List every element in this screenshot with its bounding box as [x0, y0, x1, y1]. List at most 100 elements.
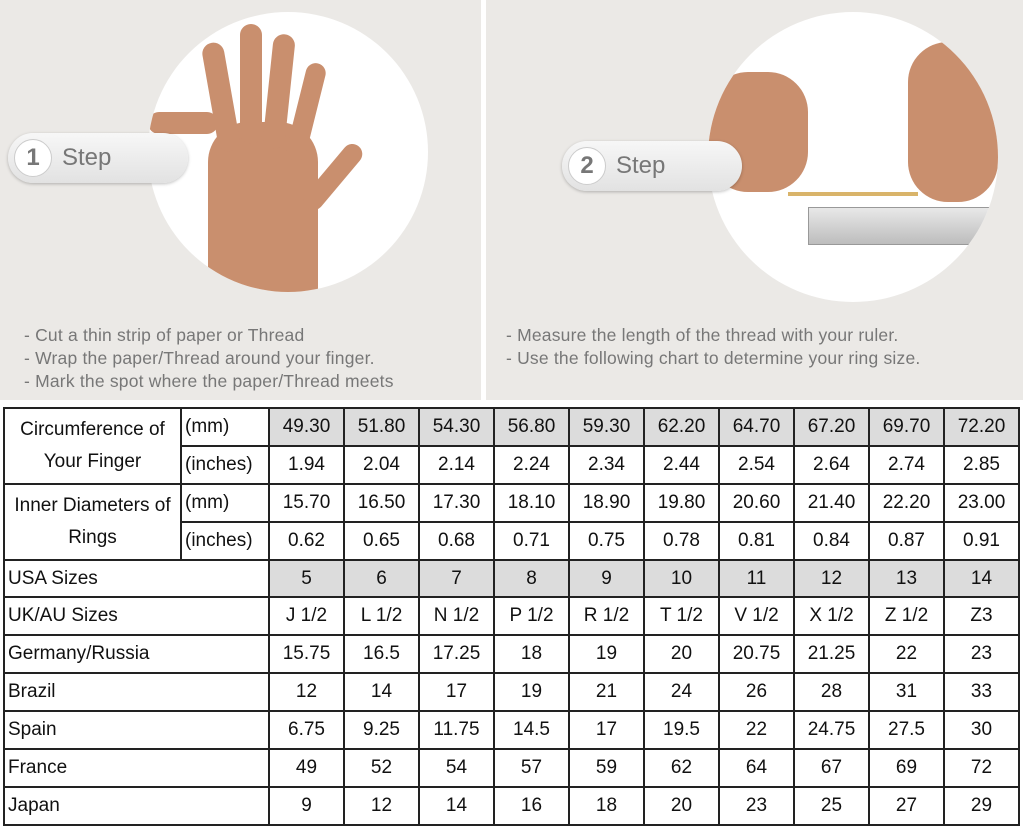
size-cell: 0.81: [718, 520, 795, 561]
unit-inches: (inches): [180, 520, 270, 561]
size-cell: 22: [718, 710, 795, 751]
size-cell: 26: [718, 672, 795, 713]
size-cell: 0.84: [793, 520, 870, 561]
instruction: - Use the following chart to determine y…: [506, 348, 921, 368]
size-cell: 49.30: [268, 407, 345, 447]
size-cell: 30: [943, 710, 1020, 751]
size-cell: 16.50: [343, 482, 420, 523]
size-cell: 13: [868, 558, 945, 599]
size-cell: 0.71: [493, 520, 570, 561]
size-row: France 49 52 54 57 59 62 64 67 69 72: [3, 748, 1020, 788]
size-cell: 16: [493, 785, 570, 826]
size-cell: 67: [793, 748, 870, 788]
size-cell: 29: [943, 785, 1020, 826]
unit-inches: (inches): [180, 444, 270, 485]
size-cell: 9.25: [343, 710, 420, 751]
circumference-label: Circumference of Your Finger: [3, 407, 182, 485]
size-cell: 31: [868, 672, 945, 713]
size-cell: 18.10: [493, 482, 570, 523]
size-cell: T 1/2: [643, 596, 720, 637]
unit-mm: (mm): [180, 482, 270, 523]
size-cell: 9: [568, 558, 645, 599]
size-cell: L 1/2: [343, 596, 420, 637]
size-cell: 20.75: [718, 634, 795, 675]
unit-mm: (mm): [180, 407, 270, 447]
size-cell: 0.65: [343, 520, 420, 561]
size-cell: 62.20: [643, 407, 720, 447]
size-row: Germany/Russia 15.75 16.5 17.25 18 19 20 20.75 2…: [3, 634, 1020, 675]
size-cell: 2.14: [418, 444, 495, 485]
size-cell: 2.74: [868, 444, 945, 485]
size-cell: 54: [418, 748, 495, 788]
size-cell: 6.75: [268, 710, 345, 751]
size-cell: 69: [868, 748, 945, 788]
size-cell: 23: [943, 634, 1020, 675]
country-label: Brazil: [3, 672, 270, 713]
size-cell: 1.94: [268, 444, 345, 485]
country-label: Japan: [3, 785, 270, 826]
size-cell: 15.70: [268, 482, 345, 523]
circumference-row-mm: Circumference of Your Finger (mm) 49.30 51.…: [3, 407, 1020, 485]
size-cell: 21.40: [793, 482, 870, 523]
hand-measuring-photo: [148, 12, 428, 292]
size-cell: 67.20: [793, 407, 870, 447]
size-cell: 14: [418, 785, 495, 826]
size-cell: 16.5: [343, 634, 420, 675]
size-cell: 22: [868, 634, 945, 675]
size-cell: 51.80: [343, 407, 420, 447]
size-cell: 0.78: [643, 520, 720, 561]
step2-number: 2: [568, 147, 606, 185]
size-cell: 69.70: [868, 407, 945, 447]
size-cell: 56.80: [493, 407, 570, 447]
size-cell: N 1/2: [418, 596, 495, 637]
size-cell: 54.30: [418, 407, 495, 447]
size-cell: 17.30: [418, 482, 495, 523]
circumference-row-inches: (inches) 1.94 2.04 2.14 2.24 2.34 2.44 2.54 2.64…: [4, 444, 1020, 485]
size-cell: 27.5: [868, 710, 945, 751]
size-cell: 20: [643, 785, 720, 826]
size-cell: 18: [568, 785, 645, 826]
size-cell: 2.24: [493, 444, 570, 485]
inner-diameter-row-inches: (inches) 0.62 0.65 0.68 0.71 0.75 0.78 0.81 0.84…: [4, 520, 1020, 561]
country-label: Spain: [3, 710, 270, 751]
size-row: UK/AU Sizes J 1/2 L 1/2 N 1/2 P 1/2 R 1/2 T 1/…: [3, 596, 1020, 637]
size-cell: Z 1/2: [868, 596, 945, 637]
ruler-measuring-photo: [708, 12, 998, 302]
instruction: - Cut a thin strip of paper or Thread: [24, 325, 305, 345]
size-row: USA Sizes 5 6 7 8 9 10 11 12 13 14: [3, 558, 1020, 599]
size-cell: 64.70: [718, 407, 795, 447]
size-cell: 11: [718, 558, 795, 599]
country-label: Germany/Russia: [3, 634, 270, 675]
size-cell: 19.5: [643, 710, 720, 751]
size-cell: 2.04: [343, 444, 420, 485]
size-cell: 18: [493, 634, 570, 675]
size-cell: 14: [943, 558, 1020, 599]
step2-badge: 2 Step: [562, 141, 742, 191]
size-cell: 2.34: [568, 444, 645, 485]
size-cell: 17.25: [418, 634, 495, 675]
step1-instructions: - Cut a thin strip of paper or Thread - …: [24, 324, 394, 393]
instruction: - Mark the spot where the paper/Thread m…: [24, 371, 394, 391]
size-cell: 12: [268, 672, 345, 713]
size-cell: 0.91: [943, 520, 1020, 561]
size-cell: 2.85: [943, 444, 1020, 485]
size-cell: R 1/2: [568, 596, 645, 637]
size-cell: 72.20: [943, 407, 1020, 447]
country-label: France: [3, 748, 270, 788]
country-label: USA Sizes: [3, 558, 270, 599]
size-cell: 64: [718, 748, 795, 788]
size-cell: 28: [793, 672, 870, 713]
size-cell: 11.75: [418, 710, 495, 751]
size-cell: 19: [493, 672, 570, 713]
ruler: [808, 207, 998, 245]
step2-panel: 2 Step - Measure the length of the threa…: [486, 0, 1023, 400]
size-cell: 14.5: [493, 710, 570, 751]
size-cell: 23: [718, 785, 795, 826]
size-cell: J 1/2: [268, 596, 345, 637]
step1-badge: 1 Step: [8, 133, 188, 183]
size-cell: 57: [493, 748, 570, 788]
size-cell: 20.60: [718, 482, 795, 523]
size-cell: 9: [268, 785, 345, 826]
size-cell: 33: [943, 672, 1020, 713]
size-cell: 19: [568, 634, 645, 675]
